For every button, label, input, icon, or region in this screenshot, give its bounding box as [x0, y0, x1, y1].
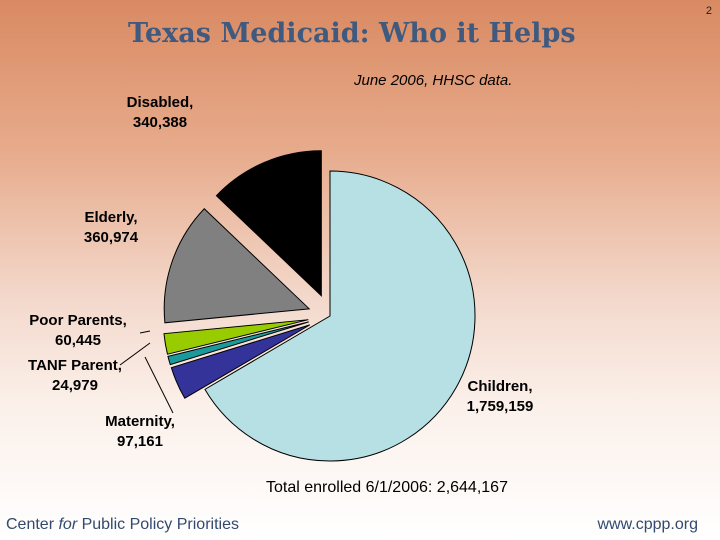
pie-slice-children — [204, 170, 476, 462]
page-number: 2 — [705, 5, 712, 17]
chart-subtitle: June 2006, HHSC data. — [354, 72, 513, 89]
pie-slice-tanf-parent — [167, 321, 309, 366]
leader-line-tanf-parent — [119, 342, 151, 366]
footer-org-part2: Public Policy Priorities — [77, 516, 239, 533]
footer-org-italic: for — [58, 516, 78, 533]
slide-title: Texas Medicaid: Who it Helps — [128, 18, 576, 49]
slice-label-poor-parents: Poor Parents, 60,445 — [29, 312, 127, 349]
slice-label-disabled: Disabled, 340,388 — [127, 94, 194, 131]
pie-slice-poor-parents — [163, 319, 309, 355]
pie-slice-disabled — [215, 150, 322, 297]
total-enrolled-label: Total enrolled 6/1/2006: 2,644,167 — [266, 479, 508, 496]
footer-organization: Center for Public Policy Priorities — [6, 516, 239, 534]
footer-org-part1: Center — [6, 516, 59, 533]
slice-label-tanf-parent: TANF Parent, 24,979 — [28, 357, 122, 394]
footer-website: www.cppp.org — [597, 516, 699, 533]
slice-label-maternity: Maternity, 97,161 — [105, 413, 175, 450]
slice-label-elderly: Elderly, 360,974 — [84, 209, 139, 246]
slice-label-children: Children, 1,759,159 — [467, 378, 534, 415]
pie-slice-elderly — [163, 208, 311, 324]
pie-slice-maternity — [170, 324, 311, 399]
leader-line-poor-parents — [139, 330, 151, 334]
leader-line-maternity — [144, 356, 174, 414]
